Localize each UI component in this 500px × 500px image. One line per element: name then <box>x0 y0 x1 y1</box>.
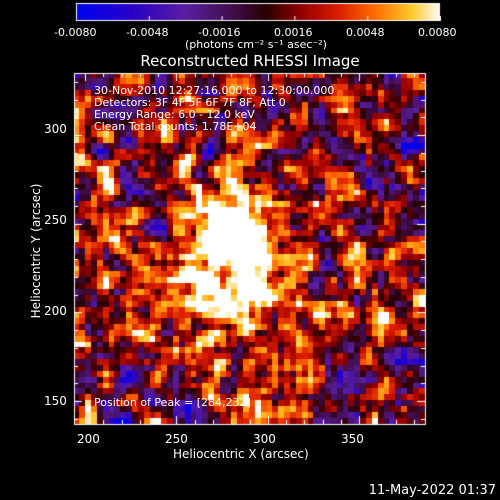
y-tick-label: 150 <box>44 394 67 408</box>
x-tick-label: 250 <box>165 432 188 446</box>
y-tick-label: 250 <box>44 213 67 227</box>
detectors-annotation: Detectors: 3F 4F 5F 6F 7F 8F, Att 0 <box>94 96 286 109</box>
colorbar-tick-label: 0.0016 <box>274 26 313 39</box>
peak-annotation: Position of Peak = [284,232] <box>94 396 251 409</box>
x-tick-label: 300 <box>253 432 276 446</box>
footer-timestamp: 11-May-2022 01:37 <box>368 483 496 498</box>
clean-annotation: Clean Total counts: 1.78E+04 <box>94 120 257 133</box>
y-tick-label: 300 <box>44 122 67 136</box>
x-tick-label: 350 <box>341 432 364 446</box>
colorbar-tick-label: -0.0048 <box>126 26 169 39</box>
y-tick-label: 200 <box>44 304 67 318</box>
time-range-annotation: 30-Nov-2010 12:27:16.000 to 12:30:00.000 <box>94 84 335 97</box>
energy-annotation: Energy Range: 6.0 - 12.0 keV <box>94 108 255 121</box>
x-axis-label: Heliocentric X (arcsec) <box>173 447 309 461</box>
chart-title: Reconstructed RHESSI Image <box>140 52 360 70</box>
colorbar-tick-label: 0.0048 <box>346 26 385 39</box>
x-tick-label: 200 <box>77 432 100 446</box>
colorbar-tick-label: 0.0080 <box>418 26 457 39</box>
colorbar-tick-label: -0.0016 <box>198 26 241 39</box>
y-axis-label: Heliocentric Y (arcsec) <box>29 183 43 319</box>
colorbar-tick-label: -0.0080 <box>54 26 97 39</box>
colorbar-unit-label: (photons cm⁻² s⁻¹ asec⁻²) <box>185 38 327 51</box>
